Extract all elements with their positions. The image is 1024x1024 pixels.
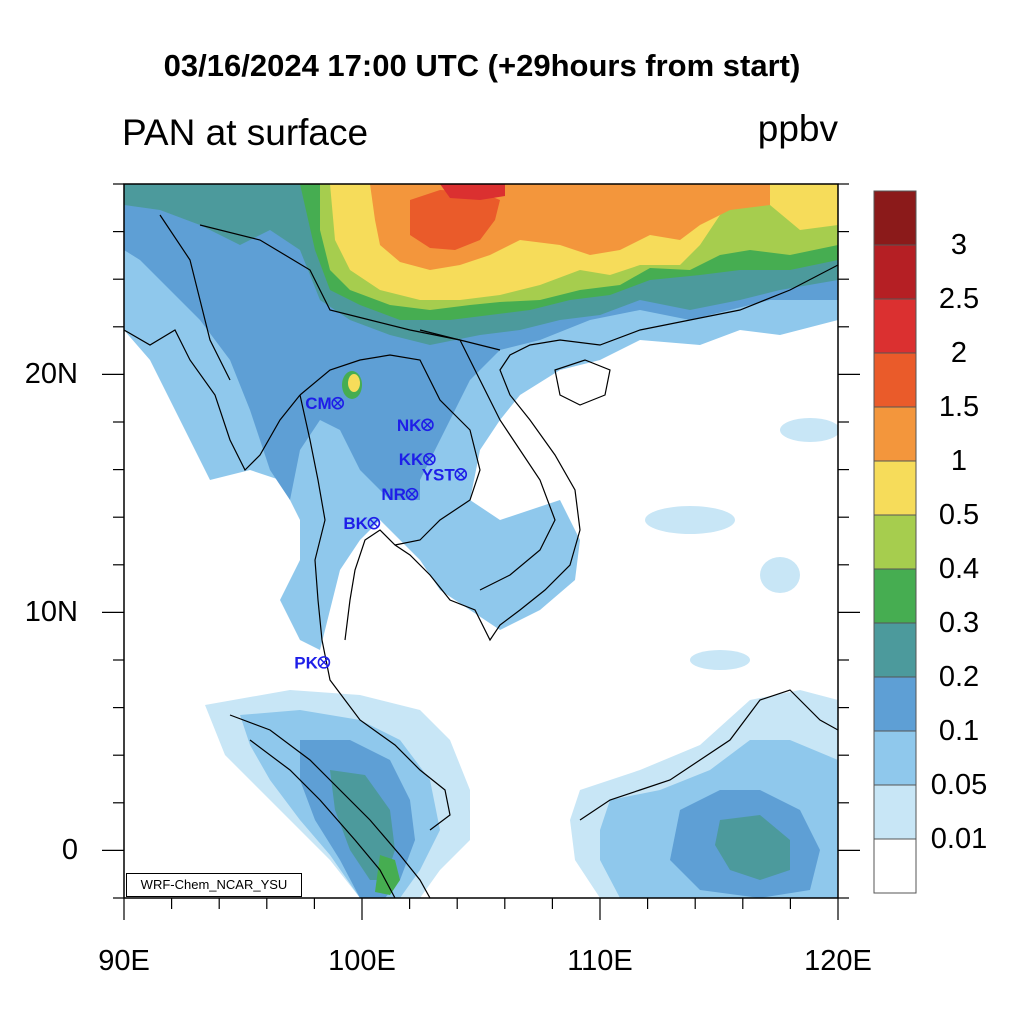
- station-marker-icon: [367, 516, 381, 530]
- station-label: BK: [343, 514, 368, 533]
- station-nr: NR: [381, 485, 419, 504]
- station-label: CM: [305, 394, 331, 413]
- border-china: [199, 224, 501, 351]
- colorbar-box: [873, 460, 917, 516]
- station-cross: [333, 398, 343, 408]
- colorbar-box: [873, 190, 917, 246]
- station-marker-icon: [423, 452, 436, 466]
- coast-gulf-of-thailand: [344, 264, 838, 642]
- coast-borneo: [579, 689, 838, 821]
- lon-label-110e: 110E: [567, 945, 633, 977]
- colorbar-box: [873, 784, 917, 840]
- colorbar-label: 0.1: [938, 715, 980, 747]
- colorbar-label: 0.01: [930, 823, 988, 855]
- map-frame: [123, 183, 839, 899]
- station-cross: [319, 657, 329, 667]
- coast-bay-of-bengal: [124, 329, 301, 472]
- colorbar-label: 0.5: [938, 499, 980, 531]
- station-marker-icon: [317, 656, 331, 669]
- lon-label-90e: 90E: [98, 945, 150, 977]
- station-label: KK: [399, 450, 424, 469]
- lon-label-120e: 120E: [804, 945, 872, 977]
- station-cross: [424, 454, 434, 464]
- colorbar-box: [873, 568, 917, 624]
- colorbar-box: [873, 352, 917, 408]
- station-cross: [456, 469, 466, 479]
- variable-title: PAN at surface: [122, 112, 369, 153]
- station-label: NK: [397, 416, 422, 435]
- coast-sumatra: [229, 714, 431, 898]
- coastlines: [124, 214, 838, 898]
- station-cross: [423, 420, 432, 430]
- station-bk: BK: [343, 514, 381, 533]
- lat-label-0: 0: [61, 834, 78, 866]
- colorbar-label: 2: [950, 337, 968, 369]
- units-label: ppbv: [757, 108, 838, 149]
- model-watermark: WRF-Chem_NCAR_YSU: [126, 873, 302, 897]
- lat-label-20n: 20N: [24, 358, 78, 390]
- colorbar-box: [873, 406, 917, 462]
- colorbar-label: 0.2: [938, 661, 980, 693]
- border-myanmar-india: [159, 214, 231, 381]
- lat-label-10n: 10N: [24, 596, 78, 628]
- colorbar-label: 0.4: [938, 553, 980, 585]
- colorbar-box: [873, 676, 917, 732]
- station-label: YST: [422, 465, 456, 484]
- lon-label-100e: 100E: [328, 945, 396, 977]
- pan-field: [124, 184, 838, 898]
- colorbar-box: [873, 730, 917, 786]
- axis-ticks: [102, 183, 860, 920]
- station-label: PK: [294, 653, 318, 672]
- station-cm: CM: [305, 394, 345, 413]
- station-pk: PK: [294, 653, 331, 672]
- colorbar-label: 1.5: [938, 391, 980, 423]
- station-nk: NK: [397, 416, 434, 435]
- station-label: NR: [381, 485, 406, 504]
- station-marker-icon: [331, 396, 345, 410]
- pan-sumatra-0.2: [330, 770, 395, 880]
- station-cross: [369, 518, 379, 528]
- station-marker-icon: [421, 418, 434, 432]
- pan-patch-scs: [645, 506, 735, 534]
- colorbar-label: 1: [950, 445, 968, 477]
- colorbar-box: [873, 244, 917, 300]
- coast-andaman-peninsula: [299, 394, 451, 831]
- colorbar-label: 0.05: [930, 769, 988, 801]
- coast-hainan: [554, 359, 611, 406]
- station-kk: KK: [399, 450, 436, 469]
- pan-patch-east: [780, 418, 838, 442]
- pan-borneo-0.2: [715, 815, 790, 880]
- colorbar-label: 0.3: [938, 607, 980, 639]
- colorbar-box: [873, 514, 917, 570]
- border-thailand: [299, 354, 481, 546]
- station-cross: [407, 489, 417, 499]
- main-title: 03/16/2024 17:00 UTC (+29hours from star…: [163, 48, 801, 83]
- coast-sumatra-east: [249, 739, 396, 898]
- colorbar-label: 3: [950, 229, 968, 261]
- border-laos-vietnam: [419, 329, 556, 591]
- station-marker-icon: [405, 487, 419, 501]
- station-marker-icon: [454, 468, 468, 481]
- colorbar-box: [873, 838, 917, 894]
- pan-contour-2: [440, 184, 505, 200]
- pan-contour-1.5: [410, 190, 500, 250]
- colorbar-label: 2.5: [938, 283, 980, 315]
- pan-patch-mid: [760, 557, 800, 593]
- station-yst: YST: [422, 465, 468, 484]
- pan-patch-south: [690, 650, 750, 670]
- pan-sumatra-0.3: [375, 855, 400, 895]
- colorbar: [873, 190, 917, 894]
- pan-hotspot-cm-core: [348, 374, 360, 392]
- colorbar-box: [873, 622, 917, 678]
- colorbar-box: [873, 298, 917, 354]
